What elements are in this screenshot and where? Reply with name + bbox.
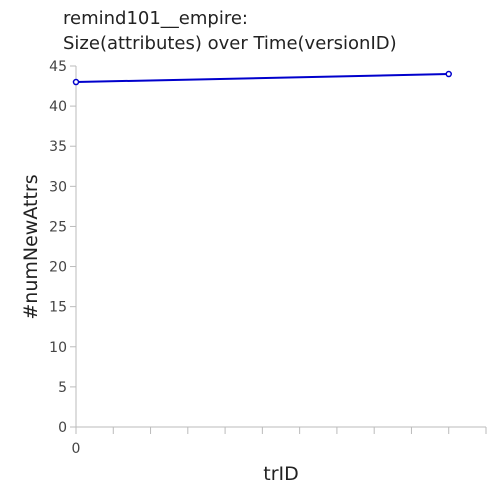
y-tick-label: 15 [49,300,67,316]
chart-title-line-2: Size(attributes) over Time(versionID) [63,33,397,54]
x-axis-title: trID [263,463,299,485]
y-tick-label: 10 [49,340,67,356]
chart-title-line-1: remind101__empire: [63,8,248,29]
y-axis: 0 5 10 15 20 25 30 35 40 45 [49,59,77,436]
chart-title: remind101__empire: Size(attributes) over… [63,6,493,56]
y-tick-label: 5 [58,380,67,396]
y-tick-label: 40 [49,99,67,115]
x-tick-label: 0 [72,441,81,457]
x-axis: 0 [70,426,487,457]
y-tick-label: 35 [49,139,67,155]
y-axis-title: #numNewAttrs [20,174,42,319]
series-layer [72,70,452,86]
series-line [75,73,449,84]
y-tick-label: 30 [49,179,67,195]
y-tick-label: 25 [49,219,67,235]
data-point [445,70,452,78]
y-tick-label: 45 [49,59,67,75]
data-point [72,78,80,86]
y-tick-label: 0 [58,420,67,436]
y-tick-label: 20 [49,260,67,276]
